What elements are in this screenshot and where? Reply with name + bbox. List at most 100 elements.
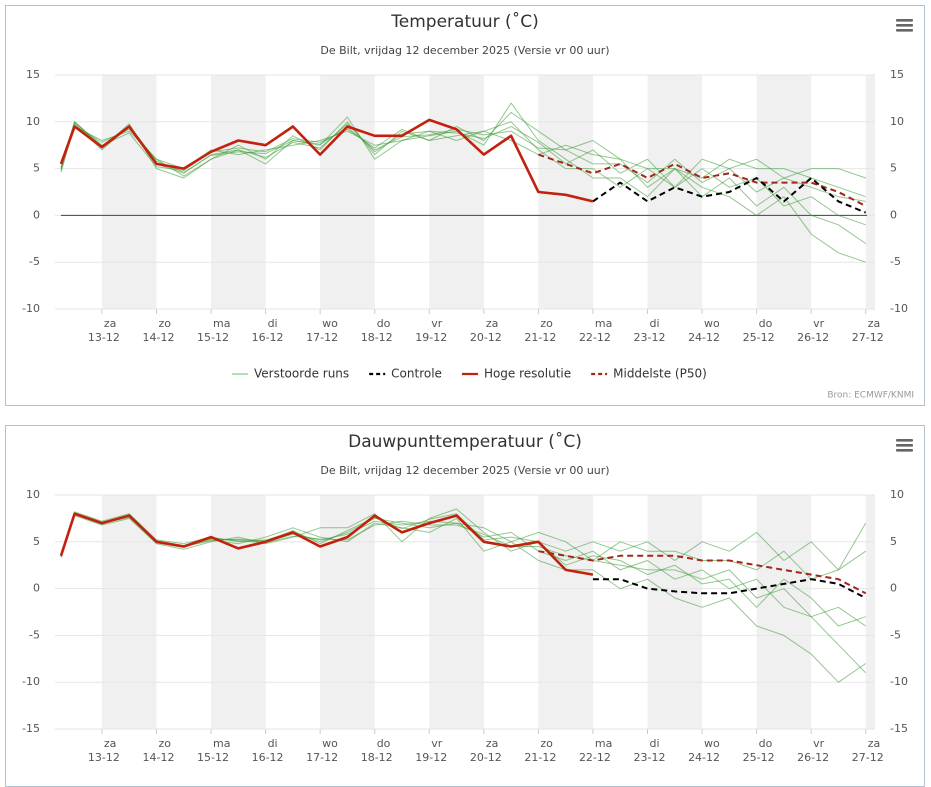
y-tick-label-right: 5 xyxy=(890,535,897,548)
day-band xyxy=(429,495,484,729)
series-line xyxy=(59,118,594,203)
x-tick-label: 20-12 xyxy=(470,751,502,764)
day-band xyxy=(865,495,875,729)
x-tick-day: ma xyxy=(213,737,230,750)
y-tick-label-right: 0 xyxy=(890,208,897,221)
day-band xyxy=(647,495,703,729)
chart-title: Dauwpunttemperatuur (˚C) xyxy=(348,431,582,452)
y-tick-label-right: 0 xyxy=(890,582,897,595)
y-tick-label-right: 5 xyxy=(890,162,897,175)
series-line xyxy=(538,550,867,595)
day-band xyxy=(320,75,375,309)
x-tick-day: vr xyxy=(813,737,825,750)
y-tick-label: -10 xyxy=(22,675,40,688)
y-tick-label-right: -10 xyxy=(890,675,908,688)
menu-bar xyxy=(896,449,913,452)
menu-button[interactable] xyxy=(896,19,913,32)
x-tick-day: za xyxy=(486,317,499,330)
x-tick-day: wo xyxy=(704,317,720,330)
x-tick-day: wo xyxy=(704,737,720,750)
y-tick-label: -10 xyxy=(22,302,40,315)
x-tick-label: 23-12 xyxy=(634,331,666,344)
series-line xyxy=(59,512,594,576)
x-tick-day: do xyxy=(377,317,391,330)
member-line xyxy=(60,121,866,198)
x-tick-label: 13-12 xyxy=(88,331,120,344)
member-line xyxy=(60,102,866,263)
x-tick-label: 14-12 xyxy=(142,751,174,764)
legend-label[interactable]: Hoge resolutie xyxy=(484,367,571,381)
x-tick-label: 21-12 xyxy=(524,751,556,764)
x-tick-label: 17-12 xyxy=(306,751,338,764)
x-tick-day: di xyxy=(268,317,278,330)
y-tick-label: -5 xyxy=(29,628,40,641)
x-tick-day: di xyxy=(268,737,278,750)
x-tick-day: do xyxy=(759,317,773,330)
menu-bar xyxy=(896,29,913,32)
y-tick-label-right: -5 xyxy=(890,255,901,268)
legend-label[interactable]: Verstoorde runs xyxy=(254,367,349,381)
chart-subtitle: De Bilt, vrijdag 12 december 2025 (Versi… xyxy=(320,44,609,57)
x-tick-day: za xyxy=(868,317,881,330)
y-tick-label-right: 15 xyxy=(890,68,904,81)
x-tick-day: zo xyxy=(158,317,171,330)
x-tick-day: za xyxy=(486,737,499,750)
x-tick-label: 14-12 xyxy=(142,331,174,344)
y-tick-label: -15 xyxy=(22,722,40,735)
y-tick-label: 0 xyxy=(33,208,40,221)
legend-label[interactable]: Controle xyxy=(391,367,442,381)
x-tick-label: 26-12 xyxy=(797,331,829,344)
credits: Bron: ECMWF/KNMI xyxy=(827,391,914,401)
day-band xyxy=(647,75,703,309)
member-line xyxy=(60,111,866,244)
y-tick-label-right: -10 xyxy=(890,302,908,315)
day-band xyxy=(101,495,157,729)
x-tick-label: 25-12 xyxy=(743,331,775,344)
y-tick-label-right: -5 xyxy=(890,628,901,641)
y-tick-label: 10 xyxy=(26,115,40,128)
menu-bar xyxy=(896,444,913,447)
legend-label[interactable]: Middelste (P50) xyxy=(613,367,707,381)
y-tick-label: 0 xyxy=(33,582,40,595)
day-band xyxy=(211,75,266,309)
x-tick-day: wo xyxy=(322,737,338,750)
day-band xyxy=(429,75,484,309)
x-tick-label: 24-12 xyxy=(688,751,720,764)
day-band xyxy=(538,495,593,729)
x-tick-day: do xyxy=(759,737,773,750)
x-tick-label: 19-12 xyxy=(415,751,447,764)
chart-temperature: Temperatuur (˚C) De Bilt, vrijdag 12 dece… xyxy=(5,5,925,406)
chart-subtitle: De Bilt, vrijdag 12 december 2025 (Versi… xyxy=(320,464,609,477)
x-tick-label: 18-12 xyxy=(361,331,393,344)
chart-dewpoint: Dauwpunttemperatuur (˚C) De Bilt, vrijdag… xyxy=(5,425,925,787)
x-tick-label: 20-12 xyxy=(470,331,502,344)
x-tick-label: 13-12 xyxy=(88,751,120,764)
y-tick-label: -5 xyxy=(29,255,40,268)
x-tick-label: 15-12 xyxy=(197,331,229,344)
y-tick-label: 10 xyxy=(26,488,40,501)
x-tick-label: 23-12 xyxy=(634,751,666,764)
x-tick-day: ma xyxy=(595,317,612,330)
member-line xyxy=(60,123,866,226)
menu-bar xyxy=(896,439,913,442)
menu-bar xyxy=(896,19,913,22)
x-tick-label: 24-12 xyxy=(688,331,720,344)
y-tick-label-right: -15 xyxy=(890,722,908,735)
x-tick-day: za xyxy=(868,737,881,750)
x-tick-label: 18-12 xyxy=(361,751,393,764)
day-band xyxy=(101,75,157,309)
x-tick-day: za xyxy=(104,317,117,330)
x-tick-day: vr xyxy=(813,317,825,330)
y-tick-label-right: 10 xyxy=(890,115,904,128)
series-line xyxy=(592,578,867,599)
x-tick-label: 27-12 xyxy=(852,751,884,764)
x-tick-label: 22-12 xyxy=(579,751,611,764)
x-tick-label: 22-12 xyxy=(579,331,611,344)
x-tick-day: zo xyxy=(540,737,553,750)
day-band xyxy=(211,495,266,729)
x-tick-day: za xyxy=(104,737,117,750)
y-tick-label: 5 xyxy=(33,535,40,548)
x-tick-day: di xyxy=(649,737,659,750)
menu-button[interactable] xyxy=(896,439,913,452)
